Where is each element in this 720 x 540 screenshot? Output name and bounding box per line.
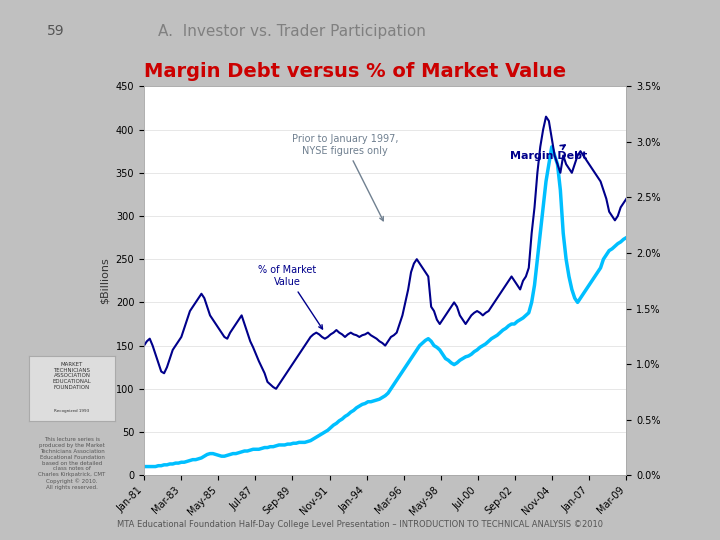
Text: MTA Educational Foundation Half-Day College Level Presentation – INTRODUCTION TO: MTA Educational Foundation Half-Day Coll… (117, 520, 603, 529)
Text: Margin Debt versus % of Market Value: Margin Debt versus % of Market Value (144, 62, 566, 81)
Text: Prior to January 1997,
NYSE figures only: Prior to January 1997, NYSE figures only (292, 134, 398, 221)
Text: 59: 59 (47, 24, 64, 38)
Y-axis label: $Billions: $Billions (100, 258, 110, 304)
Text: % of Market
Value: % of Market Value (258, 265, 323, 329)
Text: MARKET
TECHNICIANS
ASSOCIATION
EDUCATIONAL
FOUNDATION: MARKET TECHNICIANS ASSOCIATION EDUCATION… (53, 362, 91, 390)
Text: A.  Investor vs. Trader Participation: A. Investor vs. Trader Participation (158, 24, 426, 39)
Text: Margin Debt: Margin Debt (510, 145, 588, 160)
Text: This lecture series is
produced by the Market
Technicians Association
Educationa: This lecture series is produced by the M… (38, 437, 106, 490)
Text: Recognized 1993: Recognized 1993 (55, 409, 89, 414)
